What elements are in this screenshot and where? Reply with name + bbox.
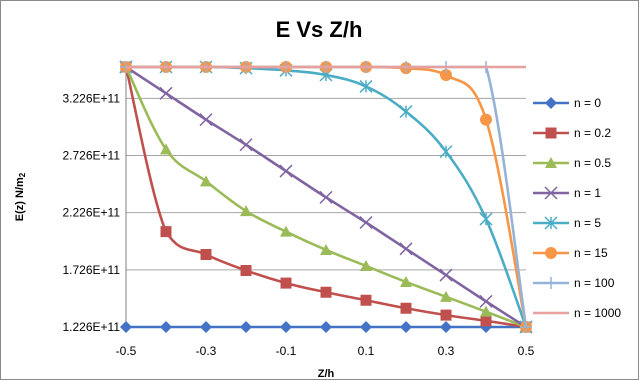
legend-label: n = 0.5 xyxy=(574,156,611,170)
legend-item: n = 0 xyxy=(533,96,601,110)
chart-title: E Vs Z/h xyxy=(276,17,363,42)
legend-item: n = 1000 xyxy=(533,306,621,320)
data-point-triangle xyxy=(320,243,332,255)
data-point-x xyxy=(159,86,173,100)
legend-item: n = 0.5 xyxy=(533,156,611,170)
data-point-square xyxy=(545,127,557,139)
x-tick-label: -0.5 xyxy=(116,344,137,358)
legend-item: n = 5 xyxy=(533,216,601,230)
data-point-diamond xyxy=(120,321,132,333)
data-point-diamond xyxy=(440,321,452,333)
x-tick-label: -0.1 xyxy=(276,344,297,358)
data-point-square xyxy=(440,309,452,321)
data-point-x xyxy=(544,186,558,200)
legend-item: n = 1 xyxy=(533,186,601,200)
data-point-triangle xyxy=(160,143,172,155)
data-point-square xyxy=(160,226,172,238)
data-point-square xyxy=(360,294,372,306)
y-tick-label: 2.726E+11 xyxy=(63,148,121,162)
data-point-triangle xyxy=(480,305,492,317)
legend-label: n = 100 xyxy=(574,276,615,290)
data-point-diamond xyxy=(240,321,252,333)
legend: n = 0 n = 0.2 n = 0.5 n = 1 n = 5 n = 15 n = 1… xyxy=(533,96,621,320)
data-point-x xyxy=(439,268,453,282)
data-point-diamond xyxy=(200,321,212,333)
data-point-diamond xyxy=(280,321,292,333)
legend-item: n = 0.2 xyxy=(533,126,611,140)
legend-item: n = 100 xyxy=(533,276,615,290)
tick-labels: 1.226E+11 1.726E+11 2.226E+11 2.726E+11 3.22… xyxy=(63,91,535,358)
data-point-star xyxy=(439,145,453,159)
data-point-circle xyxy=(440,69,452,82)
x-tick-label: 0.5 xyxy=(518,344,535,358)
y-tick-label: 3.226E+11 xyxy=(63,91,121,105)
data-point-circle xyxy=(545,247,557,259)
data-point-diamond xyxy=(400,321,412,333)
data-point-circle xyxy=(480,113,492,126)
data-point-x xyxy=(279,164,293,178)
data-point-square xyxy=(280,277,292,289)
data-point-triangle xyxy=(440,290,452,302)
data-point-x xyxy=(319,190,333,204)
series-n-0 xyxy=(120,321,532,333)
data-point-star xyxy=(399,105,413,119)
legend-label: n = 0.2 xyxy=(574,126,611,140)
legend-label: n = 5 xyxy=(574,216,601,230)
data-point-x xyxy=(399,242,413,256)
data-point-square xyxy=(480,315,492,327)
x-tick-label: 0.1 xyxy=(358,344,375,358)
y-axis-label: E(z) N/m2 xyxy=(14,172,27,221)
x-tick-label: -0.3 xyxy=(196,344,217,358)
data-point-diamond xyxy=(360,321,372,333)
data-point-star xyxy=(544,216,558,230)
data-point-square xyxy=(200,249,212,261)
data-point-square xyxy=(320,286,332,298)
data-point-triangle xyxy=(280,225,292,237)
data-point-star xyxy=(479,212,493,226)
data-point-square xyxy=(400,302,412,314)
series-layer xyxy=(119,60,533,334)
data-point-x xyxy=(239,138,253,152)
data-point-x xyxy=(359,215,373,230)
legend-label: n = 1 xyxy=(574,186,601,200)
data-point-diamond xyxy=(160,321,172,333)
legend-label: n = 0 xyxy=(574,96,601,110)
data-point-triangle xyxy=(240,205,252,217)
data-point-x xyxy=(479,294,493,308)
x-axis-label: Z/h xyxy=(318,368,335,380)
data-point-triangle xyxy=(545,157,557,168)
legend-label: n = 1000 xyxy=(574,306,621,320)
y-axis-label-sub: 2 xyxy=(18,172,27,177)
data-point-triangle xyxy=(360,259,372,271)
data-point-diamond xyxy=(545,97,557,109)
legend-item: n = 15 xyxy=(533,246,608,260)
data-point-triangle xyxy=(400,275,412,287)
data-point-triangle xyxy=(200,175,212,187)
x-tick-label: 0.3 xyxy=(438,344,455,358)
data-point-plus xyxy=(520,321,532,333)
legend-label: n = 15 xyxy=(574,246,608,260)
data-point-star xyxy=(359,79,373,93)
data-point-x xyxy=(199,113,213,127)
y-axis-label-main: E(z) N/m xyxy=(14,177,26,221)
data-point-square xyxy=(240,265,252,277)
y-tick-label: 2.226E+11 xyxy=(63,206,121,220)
y-tick-label: 1.726E+11 xyxy=(63,263,121,277)
y-tick-label: 1.226E+11 xyxy=(63,320,121,334)
data-point-plus xyxy=(545,277,557,289)
data-point-diamond xyxy=(320,321,332,333)
